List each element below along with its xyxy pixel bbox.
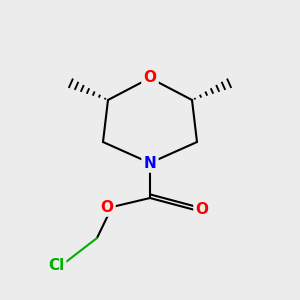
Text: O: O <box>196 202 208 217</box>
Text: N: N <box>144 155 156 170</box>
Text: Cl: Cl <box>48 257 64 272</box>
Text: O: O <box>100 200 113 214</box>
Text: O: O <box>143 70 157 86</box>
